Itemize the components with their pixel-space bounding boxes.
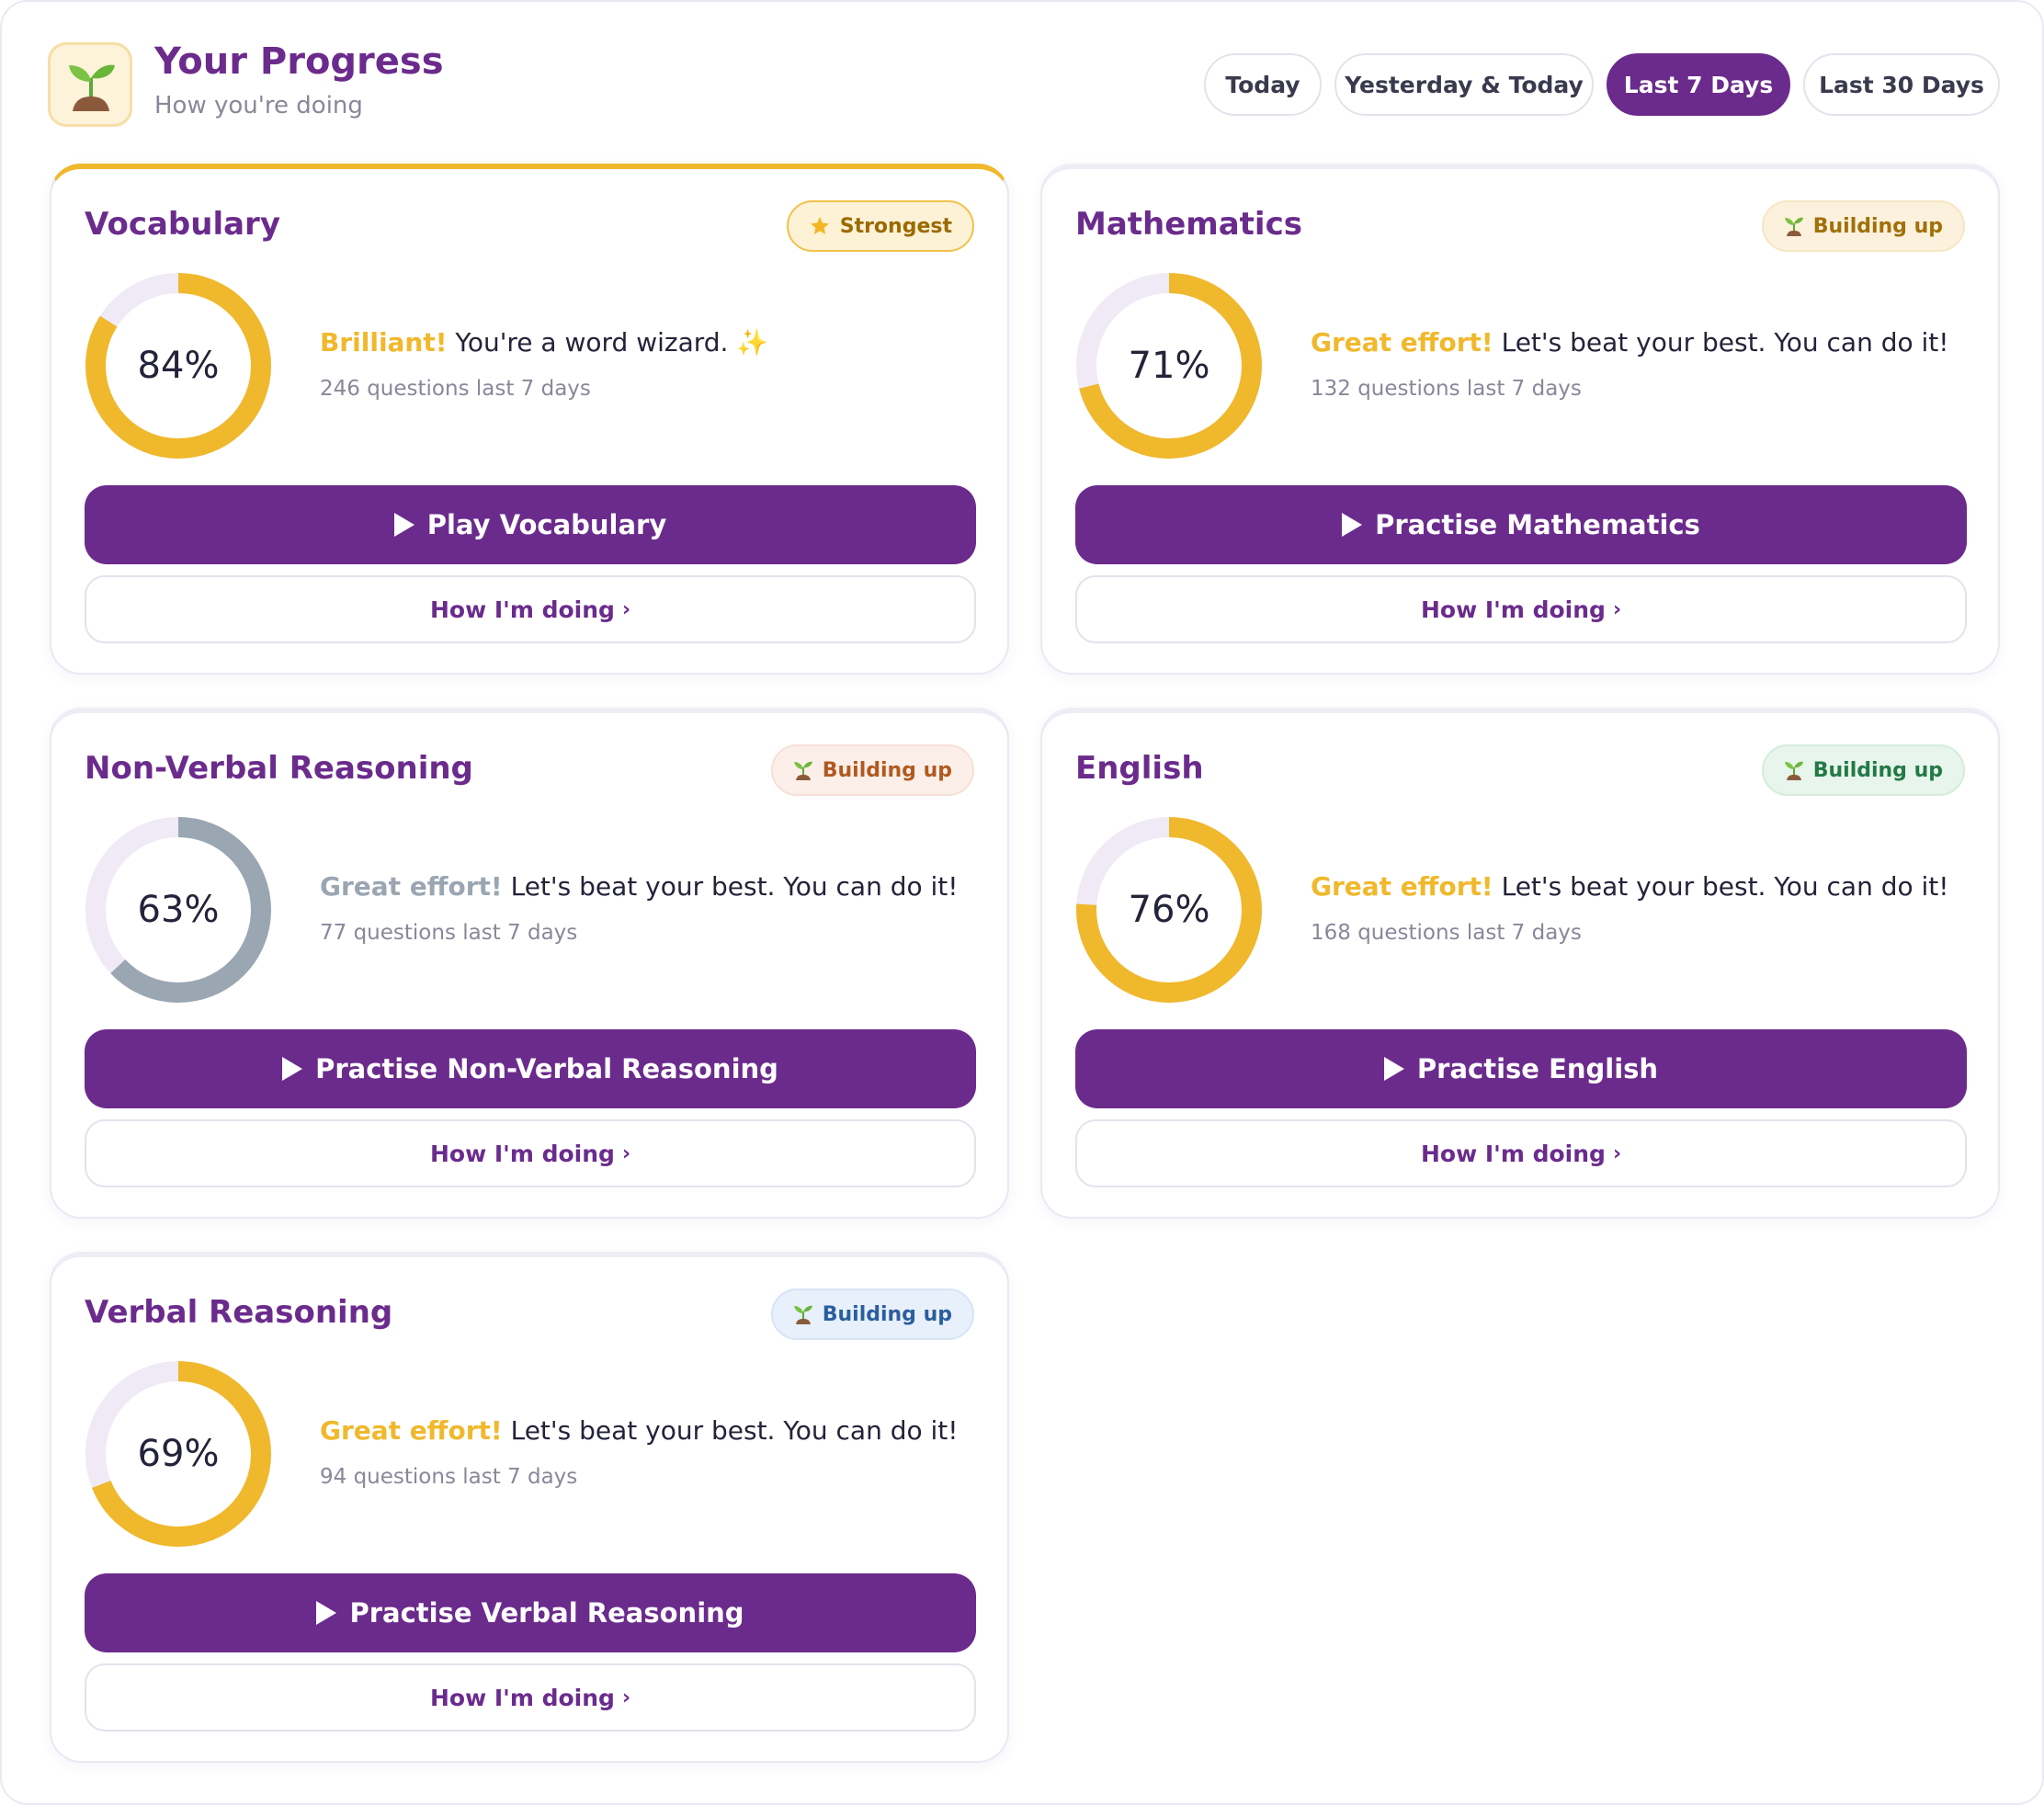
message-lead: Great effort! bbox=[1311, 327, 1493, 358]
message-text: Let's beat your best. You can do it! bbox=[1493, 871, 1949, 902]
button-label: How I'm doing bbox=[1420, 596, 1606, 623]
badge-label: Strongest bbox=[839, 214, 952, 238]
card-title: Verbal Reasoning bbox=[85, 1294, 393, 1331]
practise-mathematics-button[interactable]: Practise Mathematics bbox=[1075, 485, 1967, 564]
percent-label: 69% bbox=[137, 1433, 220, 1475]
seedling-icon bbox=[793, 759, 813, 781]
subject-card-mathematics: Mathematics Building up 71% Great effort… bbox=[1040, 164, 2000, 675]
progress-ring-arc bbox=[1076, 273, 1262, 459]
play-vocabulary-button[interactable]: Play Vocabulary bbox=[85, 485, 976, 564]
page-subtitle: How you're doing bbox=[154, 92, 363, 119]
progress-ring bbox=[1076, 273, 1262, 459]
button-label: Practise Mathematics bbox=[1375, 509, 1700, 540]
seedling-icon bbox=[793, 1303, 813, 1325]
how-im-doing-button[interactable]: How I'm doing › bbox=[1075, 1119, 1967, 1187]
message-text: Let's beat your best. You can do it! bbox=[1493, 327, 1949, 358]
practise-non-verbal-reasoning-button[interactable]: Practise Non-Verbal Reasoning bbox=[85, 1029, 976, 1108]
button-label: How I'm doing bbox=[1420, 1140, 1606, 1167]
percent-label: 71% bbox=[1128, 345, 1210, 387]
card-title: Non-Verbal Reasoning bbox=[85, 750, 473, 787]
progress-ring bbox=[1076, 817, 1262, 1003]
message-lead: Great effort! bbox=[320, 871, 503, 902]
button-label: Practise Verbal Reasoning bbox=[349, 1597, 744, 1629]
play-icon bbox=[282, 1057, 303, 1081]
chevron-right-icon: › bbox=[1612, 1141, 1622, 1165]
button-label: Practise Non-Verbal Reasoning bbox=[315, 1053, 778, 1084]
subject-card-english: English Building up 76% Great effort! Le… bbox=[1040, 708, 2000, 1219]
percent-label: 84% bbox=[137, 345, 220, 387]
message-text: Let's beat your best. You can do it! bbox=[502, 1415, 959, 1446]
badge-label: Building up bbox=[822, 1302, 952, 1326]
message-lead: Great effort! bbox=[1311, 871, 1493, 902]
how-im-doing-button[interactable]: How I'm doing › bbox=[1075, 575, 1967, 643]
percent-label: 63% bbox=[137, 889, 220, 931]
sparkles-icon: ✨ bbox=[736, 327, 769, 358]
play-icon bbox=[316, 1601, 337, 1625]
button-label: How I'm doing bbox=[429, 1684, 615, 1711]
percent-label: 76% bbox=[1128, 889, 1210, 931]
progress-ring-arc bbox=[85, 273, 271, 459]
message-text: You're a word wizard. bbox=[447, 327, 737, 358]
message-lead: Brilliant! bbox=[320, 327, 448, 358]
tab-last-7-days[interactable]: Last 7 Days bbox=[1607, 53, 1790, 116]
question-count: 94 questions last 7 days bbox=[320, 1465, 578, 1489]
progress-ring-arc bbox=[1076, 817, 1262, 1003]
encouragement-message: Brilliant! You're a word wizard. ✨ bbox=[320, 327, 768, 358]
badge-label: Building up bbox=[822, 758, 952, 782]
chevron-right-icon: › bbox=[1612, 597, 1622, 621]
chevron-right-icon: › bbox=[621, 1686, 631, 1709]
encouragement-message: Great effort! Let's beat your best. You … bbox=[1311, 327, 1949, 358]
progress-ring bbox=[85, 817, 271, 1003]
page-title: Your Progress bbox=[154, 40, 444, 83]
star-icon bbox=[809, 215, 831, 237]
tab-today[interactable]: Today bbox=[1204, 53, 1322, 116]
building-up-badge: Building up bbox=[770, 744, 974, 796]
building-up-badge: Building up bbox=[1761, 744, 1965, 796]
button-label: Play Vocabulary bbox=[426, 509, 667, 540]
tab-last-30-days[interactable]: Last 30 Days bbox=[1803, 53, 2000, 116]
how-im-doing-button[interactable]: How I'm doing › bbox=[85, 575, 976, 643]
question-count: 77 questions last 7 days bbox=[320, 921, 578, 945]
card-title: English bbox=[1075, 750, 1204, 787]
chevron-right-icon: › bbox=[621, 1141, 631, 1165]
badge-label: Building up bbox=[1812, 758, 1943, 782]
seedling-icon bbox=[48, 42, 132, 127]
encouragement-message: Great effort! Let's beat your best. You … bbox=[1311, 871, 1949, 902]
progress-ring-arc bbox=[85, 817, 271, 1003]
chevron-right-icon: › bbox=[621, 597, 631, 621]
progress-ring bbox=[85, 273, 271, 459]
card-title: Vocabulary bbox=[85, 206, 280, 243]
how-im-doing-button[interactable]: How I'm doing › bbox=[85, 1119, 976, 1187]
question-count: 246 questions last 7 days bbox=[320, 377, 591, 401]
strongest-badge: Strongest bbox=[786, 200, 974, 252]
progress-ring-arc bbox=[85, 1361, 271, 1547]
question-count: 168 questions last 7 days bbox=[1311, 921, 1582, 945]
practise-english-button[interactable]: Practise English bbox=[1075, 1029, 1967, 1108]
seedling-icon bbox=[1784, 759, 1804, 781]
button-label: Practise English bbox=[1416, 1053, 1659, 1084]
progress-ring bbox=[85, 1361, 271, 1547]
card-title: Mathematics bbox=[1075, 206, 1302, 243]
play-icon bbox=[393, 513, 414, 537]
encouragement-message: Great effort! Let's beat your best. You … bbox=[320, 1415, 959, 1446]
badge-label: Building up bbox=[1812, 214, 1943, 238]
button-label: How I'm doing bbox=[429, 596, 615, 623]
subject-card-non-verbal-reasoning: Non-Verbal Reasoning Building up 63% Gre… bbox=[50, 708, 1009, 1219]
building-up-badge: Building up bbox=[1761, 200, 1965, 252]
seedling-icon bbox=[1784, 215, 1804, 237]
how-im-doing-button[interactable]: How I'm doing › bbox=[85, 1663, 976, 1731]
question-count: 132 questions last 7 days bbox=[1311, 377, 1582, 401]
message-lead: Great effort! bbox=[320, 1415, 503, 1446]
tab-yesterday-today[interactable]: Yesterday & Today bbox=[1334, 53, 1594, 116]
building-up-badge: Building up bbox=[770, 1288, 974, 1340]
play-icon bbox=[1383, 1057, 1404, 1081]
subject-card-vocabulary: Vocabulary Strongest 84% Brilliant! You'… bbox=[50, 164, 1009, 675]
message-text: Let's beat your best. You can do it! bbox=[502, 871, 959, 902]
encouragement-message: Great effort! Let's beat your best. You … bbox=[320, 871, 959, 902]
subject-card-verbal-reasoning: Verbal Reasoning Building up 69% Great e… bbox=[50, 1252, 1009, 1763]
button-label: How I'm doing bbox=[429, 1140, 615, 1167]
practise-verbal-reasoning-button[interactable]: Practise Verbal Reasoning bbox=[85, 1573, 976, 1652]
play-icon bbox=[1342, 513, 1363, 537]
